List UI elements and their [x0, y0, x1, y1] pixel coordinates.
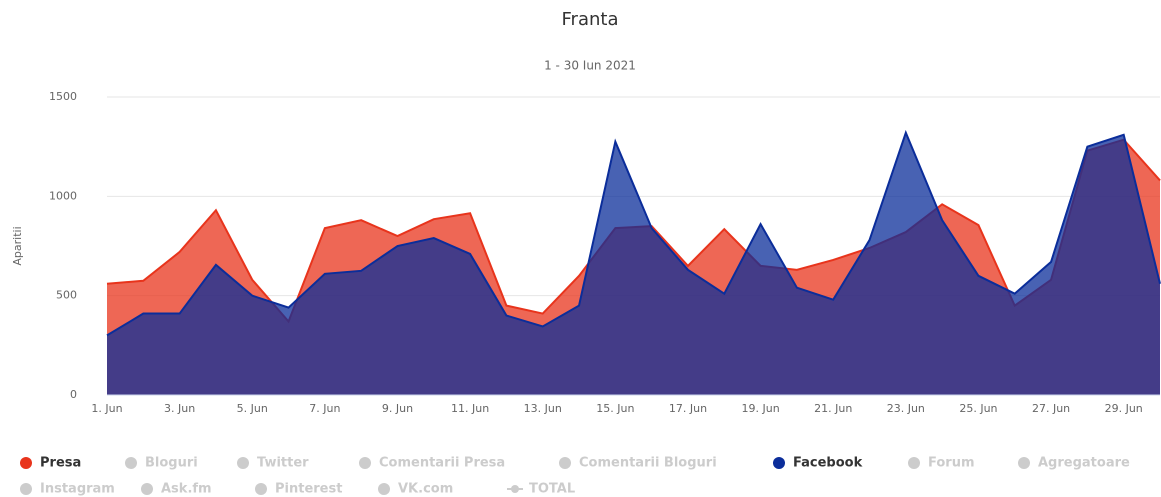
y-tick-label: 0	[70, 388, 77, 401]
line	[106, 129, 1161, 337]
legend-symbol	[125, 457, 137, 469]
legend-label[interactable]: Instagram	[40, 482, 115, 497]
x-tick-label: 13. Jun	[524, 402, 562, 415]
legend-symbol	[378, 483, 390, 495]
y-axis-label: Aparitii	[11, 226, 24, 265]
chart-subtitle: 1 - 30 Iun 2021	[544, 59, 636, 73]
x-tick-label: 11. Jun	[451, 402, 489, 415]
legend-label[interactable]: Comentarii Bloguri	[579, 456, 717, 471]
legend-label[interactable]: TOTAL	[529, 482, 575, 497]
legend-symbol	[20, 483, 32, 495]
x-tick-label: 27. Jun	[1032, 402, 1070, 415]
legend-label[interactable]: Pinterest	[275, 482, 342, 497]
legend-label[interactable]: Comentarii Presa	[379, 456, 505, 471]
legend-symbol	[141, 483, 153, 495]
legend-symbol	[255, 483, 267, 495]
x-tick-label: 17. Jun	[669, 402, 707, 415]
legend-label[interactable]: VK.com	[398, 482, 453, 497]
y-tick-label: 500	[56, 289, 77, 302]
x-tick-label: 5. Jun	[237, 402, 268, 415]
legend-symbol	[1018, 457, 1030, 469]
x-tick-label: 19. Jun	[741, 402, 779, 415]
legend-label[interactable]: Forum	[928, 456, 975, 471]
x-tick-label: 3. Jun	[164, 402, 195, 415]
legend-label[interactable]: Presa	[40, 456, 81, 471]
legend-label[interactable]: Bloguri	[145, 456, 198, 471]
area	[107, 132, 1160, 395]
x-tick-label: 21. Jun	[814, 402, 852, 415]
legend-symbol	[908, 457, 920, 469]
legend-symbol	[237, 457, 249, 469]
y-tick-label: 1500	[49, 90, 77, 103]
legend-symbol	[20, 457, 32, 469]
legend-label[interactable]: Ask.fm	[161, 482, 212, 497]
legend-symbol	[511, 485, 519, 493]
x-tick-label: 25. Jun	[959, 402, 997, 415]
legend-label[interactable]: Agregatoare	[1038, 456, 1130, 471]
chart-title: Franta	[562, 9, 619, 30]
legend-symbol	[773, 457, 785, 469]
x-tick-label: 15. Jun	[596, 402, 634, 415]
x-tick-label: 29. Jun	[1105, 402, 1143, 415]
legend-label[interactable]: Facebook	[793, 456, 863, 471]
legend-symbol	[559, 457, 571, 469]
y-tick-label: 1000	[49, 189, 77, 202]
x-tick-label: 23. Jun	[887, 402, 925, 415]
legend-symbol	[359, 457, 371, 469]
legend-label[interactable]: Twitter	[257, 456, 309, 471]
x-tick-label: 7. Jun	[309, 402, 340, 415]
x-tick-label: 9. Jun	[382, 402, 413, 415]
x-tick-label: 1. Jun	[91, 402, 122, 415]
